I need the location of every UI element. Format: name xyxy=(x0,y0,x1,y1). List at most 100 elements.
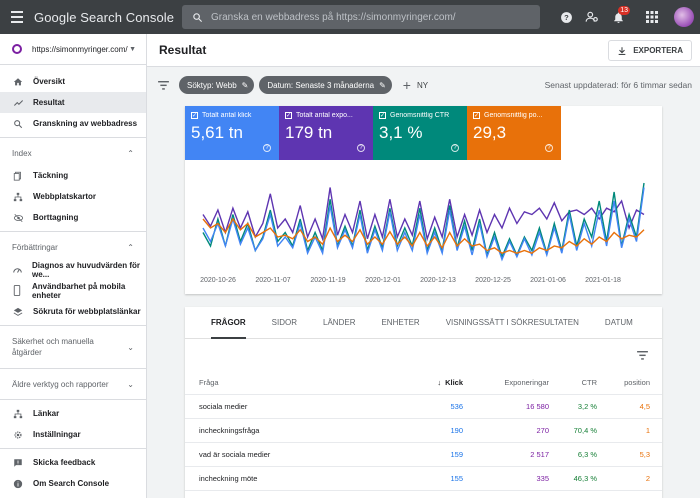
metric-position[interactable]: ✓ Genomsnittlig po... 29,3 ? xyxy=(467,106,561,160)
col-ctr[interactable]: CTR xyxy=(581,378,597,387)
divider xyxy=(0,399,146,400)
sidebar-item-label: Inställningar xyxy=(33,430,81,439)
section-title: Förbättringar xyxy=(12,242,58,252)
help-icon[interactable]: ? xyxy=(451,144,459,152)
export-label: EXPORTERA xyxy=(633,46,683,55)
tab-dates[interactable]: DATUM xyxy=(604,318,633,327)
tab-pages[interactable]: SIDOR xyxy=(271,318,298,327)
sidebar-item-label: Om Search Console xyxy=(33,479,110,488)
sidebar-item-overview[interactable]: Översikt xyxy=(0,71,146,92)
section-legacy-tools[interactable]: Äldre verktyg och rapporter ⌄ xyxy=(0,372,146,396)
table-row[interactable]: vad är sociala medier 159 2 517 6,3 % 5,… xyxy=(185,443,662,467)
cell-impressions: 270 xyxy=(536,426,549,435)
trending-icon xyxy=(12,97,24,109)
x-tick-label: 2021-01-06 xyxy=(530,277,566,284)
metric-label: Genomsnittlig CTR xyxy=(390,112,450,119)
apps-grid-icon[interactable] xyxy=(640,5,664,29)
sidebar-item-mobile-usability[interactable]: Användbarhet på mobila enheter xyxy=(0,280,146,301)
sidebar-item-links[interactable]: Länkar xyxy=(0,403,146,424)
help-icon[interactable]: ? xyxy=(357,144,365,152)
svg-text:?: ? xyxy=(564,13,569,22)
x-tick-label: 2020-12-25 xyxy=(475,277,511,284)
divider xyxy=(0,137,146,138)
sidebar-item-sitemaps[interactable]: Webbplatskartor xyxy=(0,186,146,207)
help-icon[interactable]: ? xyxy=(545,144,553,152)
add-filter-button[interactable]: + NY xyxy=(403,77,428,93)
filter-icon[interactable] xyxy=(147,80,179,90)
sort-arrow-icon: ↓ xyxy=(437,378,442,387)
sidebar-item-label: Sökruta för webbplatslänkar xyxy=(33,307,141,316)
search-type-chip[interactable]: Söktyp: Webb ✎ xyxy=(179,76,255,94)
checkbox-icon: ✓ xyxy=(379,112,386,119)
sidebar-item-sitelinks-searchbox[interactable]: Sökruta för webbplatslänkar xyxy=(0,301,146,322)
notifications-icon[interactable]: 13 xyxy=(606,5,630,29)
sidebar-item-url-inspection[interactable]: Granskning av webbadress xyxy=(0,113,146,134)
divider xyxy=(0,325,146,326)
metric-value: 29,3 xyxy=(473,123,507,142)
tab-devices[interactable]: ENHETER xyxy=(381,318,420,327)
feedback-icon xyxy=(12,457,24,469)
chip-label: Datum: Senaste 3 månaderna xyxy=(267,80,375,90)
manage-users-icon[interactable] xyxy=(580,5,604,29)
divider xyxy=(0,368,146,369)
menu-icon[interactable] xyxy=(0,11,34,23)
sidebar-item-feedback[interactable]: Skicka feedback xyxy=(0,452,146,473)
speed-icon xyxy=(12,264,23,276)
cell-query: vad är sociala medier xyxy=(199,450,271,459)
metric-clicks[interactable]: ✓ Totalt antal klick 5,61 tn ? xyxy=(185,106,279,160)
cell-clicks: 159 xyxy=(450,450,463,459)
x-tick-label: 2020-10-26 xyxy=(200,277,236,284)
col-query[interactable]: Fråga xyxy=(199,378,219,387)
metric-value: 179 tn xyxy=(285,123,333,142)
sidebar-item-coverage[interactable]: Täckning xyxy=(0,165,146,186)
tab-countries[interactable]: LÄNDER xyxy=(323,318,356,327)
cell-clicks: 190 xyxy=(450,426,463,435)
col-impressions[interactable]: Exponeringar xyxy=(504,378,549,387)
metric-value: 5,61 tn xyxy=(191,123,243,142)
plus-icon: + xyxy=(402,77,411,93)
cell-query: incheckning möte xyxy=(199,474,258,483)
filter-icon[interactable] xyxy=(637,350,648,360)
export-button[interactable]: EXPORTERA xyxy=(608,40,692,61)
help-icon[interactable]: ? xyxy=(263,144,271,152)
metric-impressions[interactable]: ✓ Totalt antal expo... 179 tn ? xyxy=(279,106,373,160)
filter-bar: Söktyp: Webb ✎ Datum: Senaste 3 månaderna… xyxy=(147,68,700,102)
edit-icon: ✎ xyxy=(379,80,386,90)
table-row[interactable]: incheckning möte 155 335 46,3 % 2 xyxy=(185,467,662,491)
app-logo[interactable]: Google Search Console xyxy=(34,9,175,25)
x-tick-label: 2021-01-18 xyxy=(585,277,621,284)
sidebar-item-label: Diagnos av huvudvärden för we... xyxy=(32,260,141,279)
sidebar-item-settings[interactable]: Inställningar xyxy=(0,424,146,445)
sitemap-icon xyxy=(12,191,24,203)
sidebar-item-label: Skicka feedback xyxy=(33,458,96,467)
tab-search-appearance[interactable]: VISNINGSSÄTT I SÖKRESULTATEN xyxy=(445,318,579,327)
tab-queries[interactable]: FRÅGOR xyxy=(211,307,246,339)
gear-icon xyxy=(12,429,24,441)
add-filter-label: NY xyxy=(416,80,429,90)
section-index[interactable]: Index ⌃ xyxy=(0,141,146,165)
sidebar-item-core-web-vitals[interactable]: Diagnos av huvudvärden för we... xyxy=(0,259,146,280)
metric-value: 3,1 % xyxy=(379,123,423,142)
col-position[interactable]: position xyxy=(624,378,650,387)
help-icon[interactable]: ? xyxy=(554,5,578,29)
search-input[interactable]: Granska en webbadress på https://simonmy… xyxy=(182,5,540,29)
section-security[interactable]: Säkerhet och manuella åtgärder ⌄ xyxy=(0,329,146,365)
info-icon xyxy=(12,478,24,490)
sidebar-item-label: Användbarhet på mobila enheter xyxy=(31,281,126,300)
sidebar-item-performance[interactable]: Resultat xyxy=(0,92,146,113)
metric-ctr[interactable]: ✓ Genomsnittlig CTR 3,1 % ? xyxy=(373,106,467,160)
section-enhancements[interactable]: Förbättringar ⌃ xyxy=(0,235,146,259)
avatar[interactable] xyxy=(674,7,694,27)
table-row[interactable]: sociala medier 536 16 580 3,2 % 4,5 xyxy=(185,395,662,419)
date-chip[interactable]: Datum: Senaste 3 månaderna ✎ xyxy=(259,76,392,94)
property-selector[interactable]: https://simonmyringer.com/ ▼ xyxy=(0,34,146,65)
sidebar-item-label: Resultat xyxy=(33,98,65,107)
sidebar-item-removals[interactable]: Borttagning xyxy=(0,207,146,228)
cell-ctr: 6,3 % xyxy=(577,450,597,459)
col-clicks[interactable]: ↓ Klick xyxy=(413,378,463,387)
sidebar-item-about[interactable]: Om Search Console xyxy=(0,473,146,494)
cell-impressions: 335 xyxy=(536,474,549,483)
sidebar: https://simonmyringer.com/ ▼ Översikt Re… xyxy=(0,34,147,498)
table-row[interactable]: incheckningsfråga 190 270 70,4 % 1 xyxy=(185,419,662,443)
section-title: Äldre verktyg och rapporter xyxy=(12,379,109,389)
